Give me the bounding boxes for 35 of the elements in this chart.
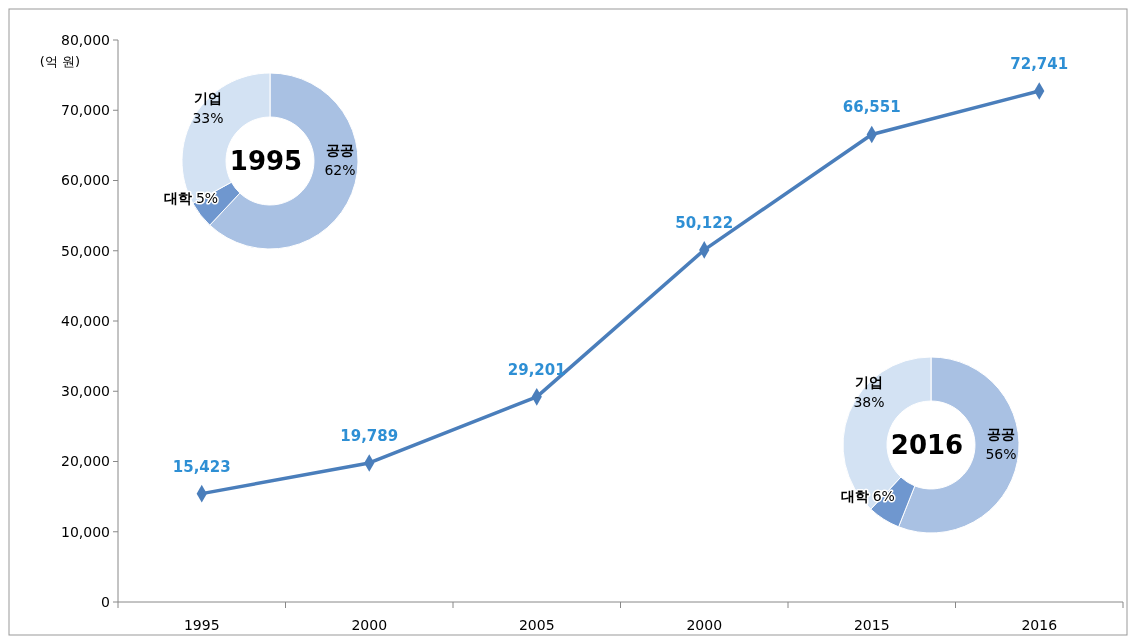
text: 29,201 — [507, 360, 566, 379]
slice-label: 대학 — [840, 488, 869, 505]
slice-label: 기업 — [194, 90, 222, 106]
data-label: 33% — [192, 110, 224, 126]
y-tick-label: 0 — [101, 593, 110, 610]
data-label: 56% — [985, 446, 1017, 462]
text: 1995 — [229, 146, 303, 177]
x-tick-label: 2005 — [518, 617, 555, 633]
x-tick-label: 2000 — [351, 617, 388, 633]
y-tick-label: 20,000 — [61, 453, 110, 470]
slice-label: 대학 — [163, 190, 192, 206]
y-tick-label: 40,000 — [61, 312, 110, 329]
x-tick-label: 2016 — [1021, 617, 1058, 633]
text: 2016 — [890, 430, 964, 461]
slice-label: 공공 — [987, 426, 1015, 442]
text: 66,551 — [842, 98, 901, 117]
y-tick-label: 60,000 — [61, 172, 110, 189]
data-label: 5% — [195, 190, 219, 206]
y-tick-label: 30,000 — [61, 383, 110, 400]
x-tick-label: 2000 — [686, 617, 723, 633]
text: 15,423 — [172, 457, 231, 476]
y-tick-label: 50,000 — [61, 242, 110, 259]
x-tick-label: 2015 — [853, 617, 890, 633]
y-axis-title: (억 원) — [39, 54, 81, 69]
data-label: 38% — [853, 394, 885, 410]
text: 50,122 — [675, 213, 734, 232]
x-tick-label: 1995 — [183, 617, 220, 633]
y-tick-label: 80,000 — [61, 31, 110, 48]
y-tick-label: 10,000 — [61, 523, 110, 540]
slice-label: 공공 — [326, 142, 354, 158]
y-tick-label: 70,000 — [61, 102, 110, 119]
data-label: 62% — [324, 162, 356, 178]
slice-label: 기업 — [855, 374, 883, 390]
text: 19,789 — [340, 426, 399, 445]
text: 72,741 — [1010, 54, 1069, 73]
